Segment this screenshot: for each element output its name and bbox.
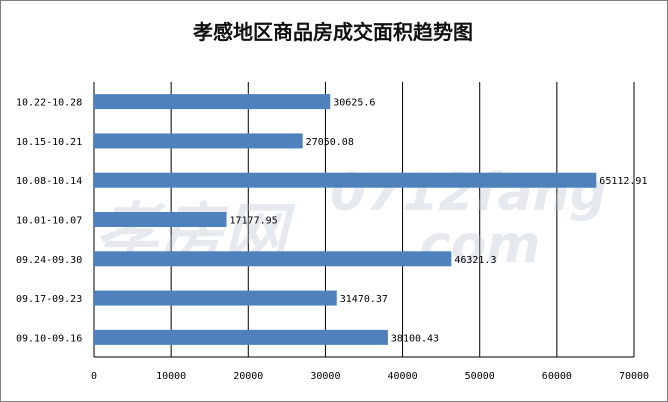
bar (94, 172, 597, 188)
x-tick-label: 10000 (156, 371, 186, 382)
value-label: 31470.37 (340, 294, 388, 305)
category-label: 10.08-10.14 (16, 176, 82, 187)
bar (94, 251, 452, 267)
x-tick-label: 70000 (619, 371, 649, 382)
x-tick-label: 0 (91, 371, 97, 382)
category-label: 10.15-10.21 (16, 137, 82, 148)
value-label: 17177.95 (230, 216, 278, 227)
x-tick-labels: 0 10000 20000 30000 40000 50000 60000 70000 (91, 371, 649, 382)
x-tick-label: 40000 (388, 371, 418, 382)
bar (94, 290, 337, 306)
category-label: 10.01-10.07 (16, 216, 82, 227)
x-tick-label: 50000 (465, 371, 495, 382)
watermark-domain-text: 0712fang (330, 163, 607, 223)
value-label: 65112.91 (599, 176, 647, 187)
bar (94, 212, 227, 227)
value-label: 27050.08 (306, 137, 354, 148)
category-label: 09.24-09.30 (16, 255, 82, 266)
bars (94, 94, 597, 345)
bar (94, 94, 331, 110)
category-label: 09.10-09.16 (16, 333, 82, 344)
category-labels: 10.22-10.28 10.15-10.21 10.08-10.14 10.01-1… (16, 98, 82, 345)
category-label: 09.17-09.23 (16, 294, 82, 305)
chart-title: 孝感地区商品房成交面积趋势图 (193, 20, 473, 44)
x-tick-label: 60000 (542, 371, 572, 382)
category-label: 10.22-10.28 (16, 98, 82, 109)
value-labels: 30625.6 27050.08 65112.91 17177.95 46321.3 31… (230, 98, 648, 345)
value-label: 38100.43 (391, 333, 439, 344)
bar (94, 133, 303, 149)
bar (94, 329, 388, 345)
x-tick-label: 30000 (310, 371, 340, 382)
value-label: 30625.6 (333, 98, 375, 109)
value-label: 46321.3 (454, 255, 496, 266)
x-tick-label: 20000 (233, 371, 263, 382)
grid-lines (93, 82, 635, 358)
